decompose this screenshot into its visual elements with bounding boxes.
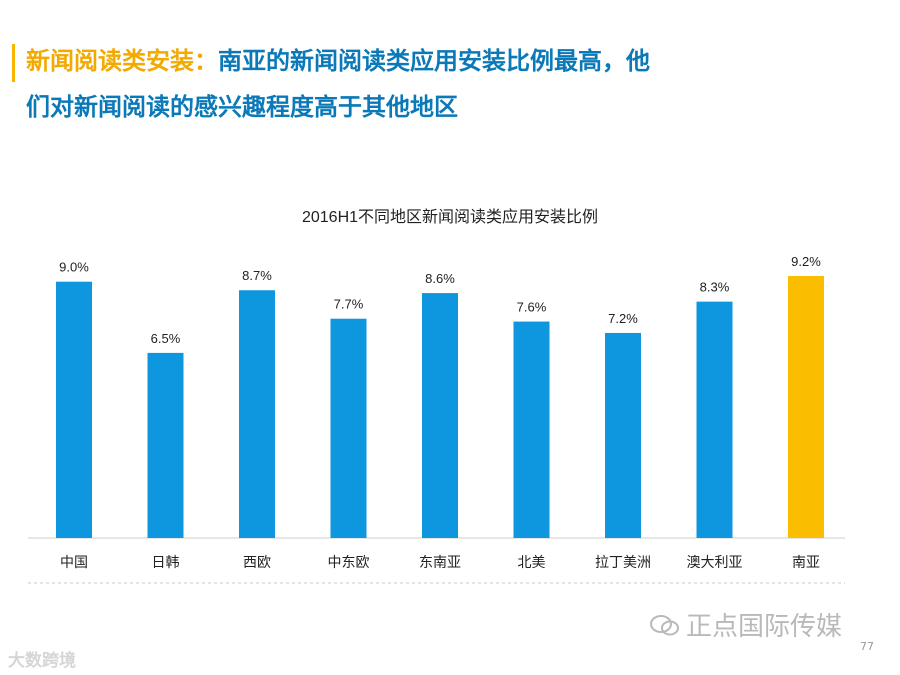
category-label-6: 拉丁美洲 (595, 555, 651, 571)
data-label-3: 7.7% (334, 297, 364, 312)
category-label-8: 南亚 (792, 555, 820, 571)
category-label-5: 北美 (518, 555, 546, 571)
wechat-icon (650, 615, 679, 636)
headline-highlight: 新闻阅读类安装 (26, 47, 194, 75)
bar-2 (239, 290, 275, 538)
category-label-4: 东南亚 (419, 555, 461, 571)
category-label-2: 西欧 (243, 555, 271, 571)
category-label-0: 中国 (60, 555, 88, 571)
data-label-0: 9.0% (59, 260, 89, 275)
category-label-7: 澳大利亚 (687, 555, 743, 571)
data-label-2: 8.7% (242, 268, 272, 283)
page-number: 77 (860, 640, 874, 653)
data-label-1: 6.5% (151, 331, 181, 346)
bar-1 (147, 352, 184, 538)
data-label-7: 8.3% (700, 280, 730, 295)
bar-4 (422, 293, 458, 538)
bar-3 (330, 318, 367, 538)
category-label-3: 中东欧 (328, 555, 370, 571)
logo-mark: 大数跨境 (8, 651, 76, 671)
watermark-text: 正点国际传媒 (686, 612, 843, 642)
headline-separator: ： (194, 47, 218, 75)
data-label-5: 7.6% (517, 300, 547, 315)
data-label-6: 7.2% (608, 311, 638, 326)
watermark: 正点国际传媒 (650, 606, 842, 643)
bar-5 (513, 321, 550, 538)
headline: 新闻阅读类安装：南亚的新闻阅读类应用安装比例最高，他们对新闻阅读的感兴趣程度高于… (26, 38, 666, 130)
category-label-1: 日韩 (152, 555, 180, 571)
bar-8 (788, 276, 824, 538)
bar-6 (605, 332, 641, 538)
data-label-8: 9.2% (791, 254, 821, 269)
headline-text: 南亚的新闻阅读类应用安装比例最高，他们对新闻阅读的感兴趣程度高于其他地区 (26, 47, 650, 121)
headline-accent-bar (12, 44, 15, 82)
bar-7 (696, 301, 733, 538)
bar-0 (56, 281, 92, 538)
chart-title: 2016H1不同地区新闻阅读类应用安装比例 (301, 209, 599, 226)
data-label-4: 8.6% (425, 271, 455, 286)
